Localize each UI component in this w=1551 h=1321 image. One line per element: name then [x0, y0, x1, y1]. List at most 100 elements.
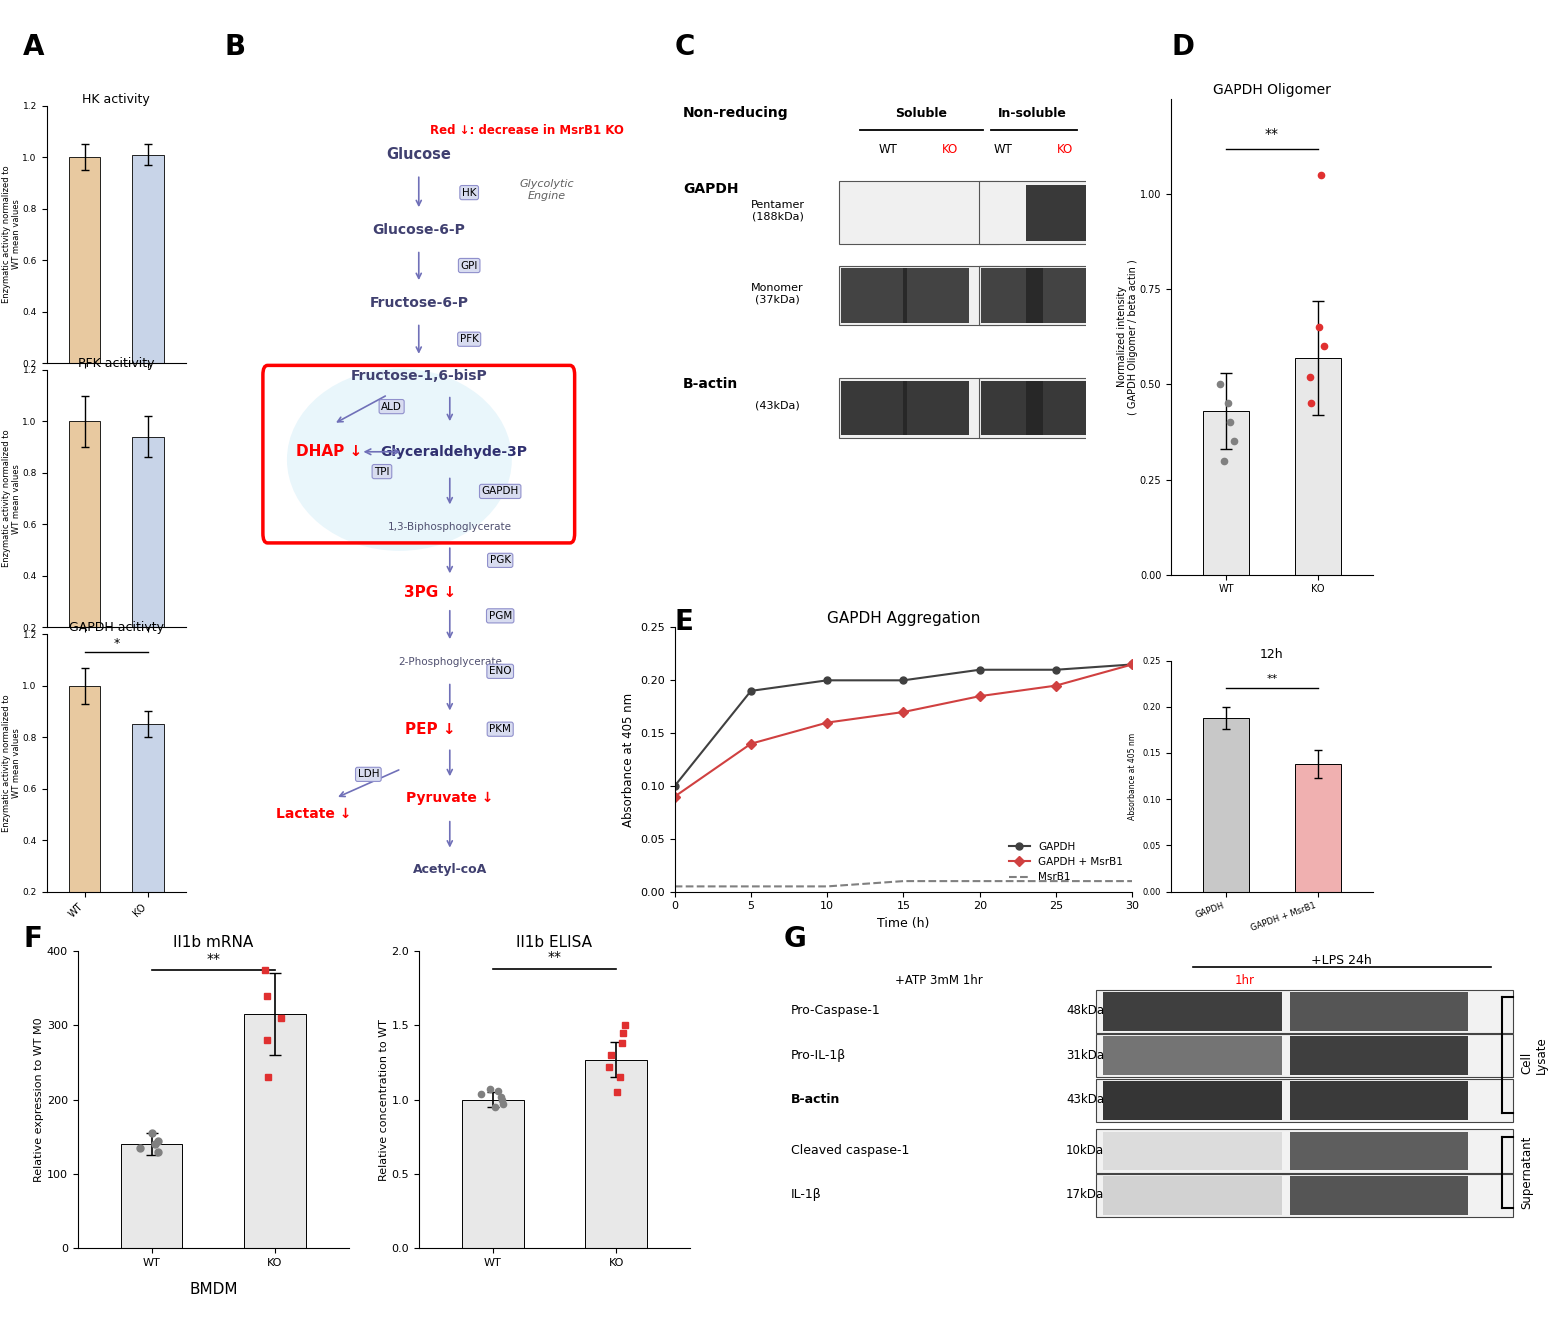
Y-axis label: Absorbance at 405 nm: Absorbance at 405 nm	[1128, 733, 1137, 819]
Text: DHAP ↓: DHAP ↓	[296, 444, 363, 460]
Text: Pyruvate ↓: Pyruvate ↓	[406, 791, 493, 804]
Text: Glycolytic
Engine: Glycolytic Engine	[520, 180, 574, 201]
Y-axis label: Relative concentration to WT: Relative concentration to WT	[378, 1018, 388, 1181]
Text: Fructose-6-P: Fructose-6-P	[369, 296, 468, 309]
Text: PKM: PKM	[489, 724, 512, 734]
Bar	[68, 686, 101, 943]
Bar	[68, 421, 101, 679]
Text: B-actin: B-actin	[791, 1094, 841, 1106]
Text: Lactate ↓: Lactate ↓	[276, 807, 352, 820]
Text: 10kDa: 10kDa	[1066, 1144, 1104, 1157]
Text: 31kDa: 31kDa	[1066, 1049, 1104, 1062]
MsrB1	[741, 878, 760, 894]
Y-axis label: Absorbance at 405 nm: Absorbance at 405 nm	[622, 692, 634, 827]
FancyBboxPatch shape	[1097, 1079, 1512, 1122]
Text: E: E	[675, 608, 693, 635]
Text: **: **	[548, 951, 561, 964]
GAPDH + MsrB1	[817, 715, 836, 731]
Text: 1hr: 1hr	[1235, 975, 1255, 987]
FancyBboxPatch shape	[1289, 1176, 1469, 1215]
Text: PGK: PGK	[490, 555, 510, 565]
Line: GAPDH: GAPDH	[672, 660, 1135, 790]
Text: ALD: ALD	[382, 402, 402, 412]
FancyBboxPatch shape	[980, 380, 1042, 436]
FancyBboxPatch shape	[1097, 1174, 1512, 1217]
Bar	[1204, 411, 1249, 575]
Text: Cleaved caspase-1: Cleaved caspase-1	[791, 1144, 909, 1157]
Text: WT: WT	[879, 143, 898, 156]
GAPDH	[1047, 662, 1066, 678]
FancyBboxPatch shape	[1103, 1037, 1283, 1075]
Text: 3PG ↓: 3PG ↓	[405, 585, 456, 600]
Text: BMDM: BMDM	[189, 1281, 237, 1297]
Bar	[132, 437, 164, 679]
Text: +LPS 24h: +LPS 24h	[1311, 954, 1373, 967]
Title: PFK acitivity: PFK acitivity	[78, 357, 155, 370]
Text: WT: WT	[994, 143, 1013, 156]
FancyBboxPatch shape	[839, 378, 999, 437]
Line: GAPDH + MsrB1: GAPDH + MsrB1	[672, 660, 1135, 801]
Title: GAPDH Aggregation: GAPDH Aggregation	[827, 612, 980, 626]
Title: HK activity: HK activity	[82, 92, 150, 106]
Text: Non-reducing: Non-reducing	[682, 107, 788, 120]
Text: B-actin: B-actin	[682, 378, 738, 391]
Text: A: A	[23, 33, 45, 61]
Text: Glyceraldehyde-3P: Glyceraldehyde-3P	[380, 445, 527, 458]
Text: Glucose-6-P: Glucose-6-P	[372, 223, 465, 236]
Text: KO: KO	[1058, 143, 1073, 156]
FancyBboxPatch shape	[1289, 1081, 1469, 1120]
Text: Red ↓: decrease in MsrB1 KO: Red ↓: decrease in MsrB1 KO	[431, 124, 624, 137]
GAPDH	[971, 662, 990, 678]
Text: IL-1β: IL-1β	[791, 1189, 822, 1201]
FancyBboxPatch shape	[1027, 380, 1087, 436]
Title: Il1b mRNA: Il1b mRNA	[174, 935, 253, 950]
GAPDH + MsrB1	[665, 789, 684, 804]
Text: *: *	[113, 637, 119, 650]
Text: 17kDa: 17kDa	[1066, 1189, 1104, 1201]
Text: D: D	[1171, 33, 1194, 61]
MsrB1	[1047, 873, 1066, 889]
Text: PFK: PFK	[459, 334, 479, 345]
Text: B: B	[225, 33, 247, 61]
FancyBboxPatch shape	[979, 266, 1093, 325]
Bar	[244, 1015, 306, 1248]
Y-axis label: Relative expression to WT M0: Relative expression to WT M0	[34, 1017, 43, 1182]
GAPDH + MsrB1	[971, 688, 990, 704]
Text: +ATP 3mM 1hr: +ATP 3mM 1hr	[895, 975, 983, 987]
GAPDH + MsrB1	[1123, 657, 1142, 672]
MsrB1	[971, 873, 990, 889]
GAPDH	[1123, 657, 1142, 672]
FancyBboxPatch shape	[841, 268, 907, 322]
Text: PEP ↓: PEP ↓	[405, 721, 456, 737]
FancyBboxPatch shape	[1097, 1034, 1512, 1078]
FancyBboxPatch shape	[980, 268, 1042, 322]
FancyBboxPatch shape	[839, 181, 999, 244]
Text: GAPDH: GAPDH	[682, 182, 738, 197]
Text: Pentamer
(188kDa): Pentamer (188kDa)	[751, 199, 805, 222]
Bar	[1295, 358, 1340, 575]
MsrB1	[893, 873, 912, 889]
Bar	[132, 724, 164, 943]
Title: GAPDH acitivty: GAPDH acitivty	[68, 621, 164, 634]
Text: Pro-Caspase-1: Pro-Caspase-1	[791, 1004, 881, 1017]
Text: 43kDa: 43kDa	[1066, 1094, 1104, 1106]
Text: In-soluble: In-soluble	[997, 107, 1067, 120]
Bar	[1204, 717, 1249, 892]
Line: MsrB1: MsrB1	[675, 881, 1132, 886]
FancyBboxPatch shape	[979, 378, 1093, 437]
FancyBboxPatch shape	[1289, 1037, 1469, 1075]
Y-axis label: Enzymatic activity normalized to
WT mean values: Enzymatic activity normalized to WT mean…	[2, 429, 22, 568]
Text: 1,3-Biphosphoglycerate: 1,3-Biphosphoglycerate	[388, 522, 512, 532]
Text: **: **	[1264, 127, 1280, 141]
FancyBboxPatch shape	[1097, 1129, 1512, 1173]
FancyBboxPatch shape	[1103, 1176, 1283, 1215]
GAPDH	[665, 778, 684, 794]
Bar	[462, 1099, 524, 1248]
GAPDH	[817, 672, 836, 688]
GAPDH	[741, 683, 760, 699]
Y-axis label: Enzymatic activity normalized to
WT mean values: Enzymatic activity normalized to WT mean…	[2, 165, 22, 304]
FancyBboxPatch shape	[1027, 185, 1087, 240]
GAPDH	[893, 672, 912, 688]
Text: Glucose: Glucose	[386, 147, 451, 162]
Text: Monomer
(37kDa): Monomer (37kDa)	[751, 283, 803, 305]
